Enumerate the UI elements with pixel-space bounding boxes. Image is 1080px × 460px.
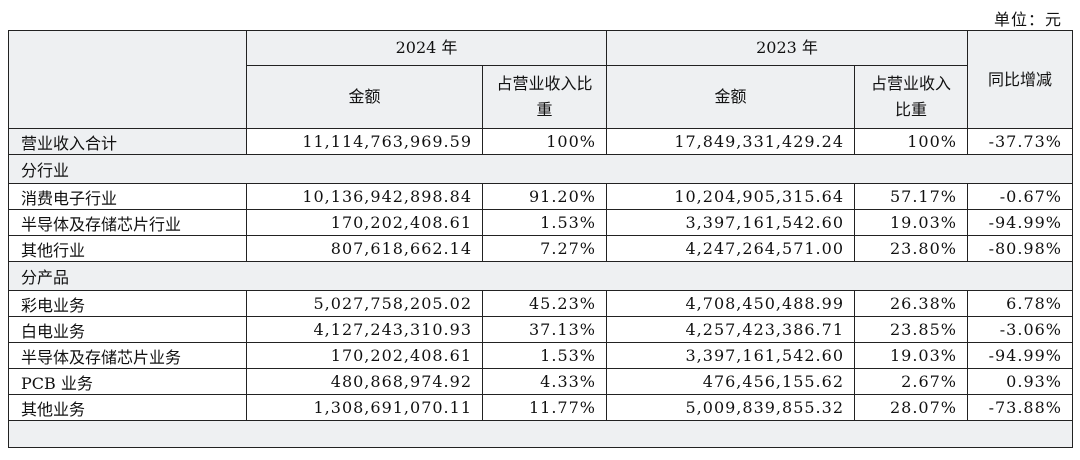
table-row: 其他业务 1,308,691,070.11 11.77% 5,009,839,8…: [8, 394, 1073, 421]
share-2024: 45.23%: [482, 290, 607, 317]
table-row: 彩电业务 5,027,758,205.02 45.23% 4,708,450,4…: [8, 290, 1073, 317]
share-2023: 23.80%: [854, 235, 968, 262]
share-2024: 1.53%: [482, 342, 607, 369]
amount-2024: 10,136,942,898.84: [246, 183, 483, 210]
share-2024: 91.20%: [482, 183, 607, 210]
amount-2023: 4,247,264,571.00: [606, 235, 855, 262]
section-title: 分产品: [8, 261, 1073, 291]
share-2023: 26.38%: [854, 290, 968, 317]
amount-2023: 5,009,839,855.32: [606, 394, 855, 421]
amount-2023: 476,456,155.62: [606, 368, 855, 395]
total-share-2024: 100%: [482, 128, 607, 155]
row-label: 半导体及存储芯片行业: [8, 209, 247, 236]
amount-2024: 5,027,758,205.02: [246, 290, 483, 317]
header-amount-2024: 金额: [246, 65, 483, 129]
amount-2023: 10,204,905,315.64: [606, 183, 855, 210]
row-label: 半导体及存储芯片业务: [8, 342, 247, 369]
yoy-change: -0.67%: [967, 183, 1073, 210]
share-2023: 23.85%: [854, 316, 968, 343]
total-amount-2023: 17,849,331,429.24: [606, 128, 855, 155]
share-2024: 7.27%: [482, 235, 607, 262]
total-share-2023: 100%: [854, 128, 968, 155]
share-2023: 28.07%: [854, 394, 968, 421]
table-row: 半导体及存储芯片业务 170,202,408.61 1.53% 3,397,16…: [8, 342, 1073, 369]
section-header-industry: 分行业: [8, 154, 1073, 184]
row-label: 白电业务: [8, 316, 247, 343]
amount-2023: 4,708,450,488.99: [606, 290, 855, 317]
row-label: PCB 业务: [8, 368, 247, 395]
table-row: 半导体及存储芯片行业 170,202,408.61 1.53% 3,397,16…: [8, 209, 1073, 236]
amount-2023: 4,257,423,386.71: [606, 316, 855, 343]
total-yoy: -37.73%: [967, 128, 1073, 155]
header-share-2023: 占营业收入比重: [854, 65, 968, 129]
yoy-change: -73.88%: [967, 394, 1073, 421]
share-2023: 19.03%: [854, 342, 968, 369]
table-row: PCB 业务 480,868,974.92 4.33% 476,456,155.…: [8, 368, 1073, 395]
amount-2023: 3,397,161,542.60: [606, 342, 855, 369]
table-row: 消费电子行业 10,136,942,898.84 91.20% 10,204,9…: [8, 183, 1073, 210]
header-blank: [8, 30, 247, 129]
unit-label: 单位：元: [993, 10, 1062, 29]
yoy-change: 0.93%: [967, 368, 1073, 395]
section-title: 分行业: [8, 154, 1073, 184]
amount-2024: 1,308,691,070.11: [246, 394, 483, 421]
header-amount-2023: 金额: [606, 65, 855, 129]
table-row: 其他行业 807,618,662.14 7.27% 4,247,264,571.…: [8, 235, 1073, 262]
revenue-table: 2024 年 2023 年 同比增减 金额 占营业收入比重 金额 占营业收入比重…: [8, 30, 1073, 448]
share-2024: 4.33%: [482, 368, 607, 395]
header-year-2023: 2023 年: [606, 30, 968, 66]
share-2023: 19.03%: [854, 209, 968, 236]
amount-2024: 170,202,408.61: [246, 209, 483, 236]
header-row-fields: 金额 占营业收入比重 金额 占营业收入比重: [9, 65, 1073, 129]
share-2023: 2.67%: [854, 368, 968, 395]
yoy-change: -3.06%: [967, 316, 1073, 343]
header-year-2024: 2024 年: [246, 30, 607, 66]
total-row: 营业收入合计 11,114,763,969.59 100% 17,849,331…: [8, 128, 1073, 155]
yoy-change: -94.99%: [967, 342, 1073, 369]
table-row: 白电业务 4,127,243,310.93 37.13% 4,257,423,3…: [8, 316, 1073, 343]
amount-2024: 480,868,974.92: [246, 368, 483, 395]
share-2024: 37.13%: [482, 316, 607, 343]
header-row-years: 2024 年 2023 年 同比增减: [8, 30, 1073, 129]
amount-2024: 807,618,662.14: [246, 235, 483, 262]
share-2023: 57.17%: [854, 183, 968, 210]
header-share-2024: 占营业收入比重: [482, 65, 607, 129]
amount-2023: 3,397,161,542.60: [606, 209, 855, 236]
row-label: 其他行业: [8, 235, 247, 262]
table-tail-cell: [8, 420, 1073, 448]
share-2024: 11.77%: [482, 394, 607, 421]
section-header-product: 分产品: [8, 261, 1073, 291]
total-label: 营业收入合计: [8, 128, 247, 155]
amount-2024: 4,127,243,310.93: [246, 316, 483, 343]
table-tail-row: [8, 420, 1073, 448]
header-yoy: 同比增减: [967, 30, 1073, 129]
yoy-change: 6.78%: [967, 290, 1073, 317]
row-label: 彩电业务: [8, 290, 247, 317]
amount-2024: 170,202,408.61: [246, 342, 483, 369]
share-2024: 1.53%: [482, 209, 607, 236]
yoy-change: -80.98%: [967, 235, 1073, 262]
row-label: 其他业务: [8, 394, 247, 421]
row-label: 消费电子行业: [8, 183, 247, 210]
total-amount-2024: 11,114,763,969.59: [246, 128, 483, 155]
yoy-change: -94.99%: [967, 209, 1073, 236]
